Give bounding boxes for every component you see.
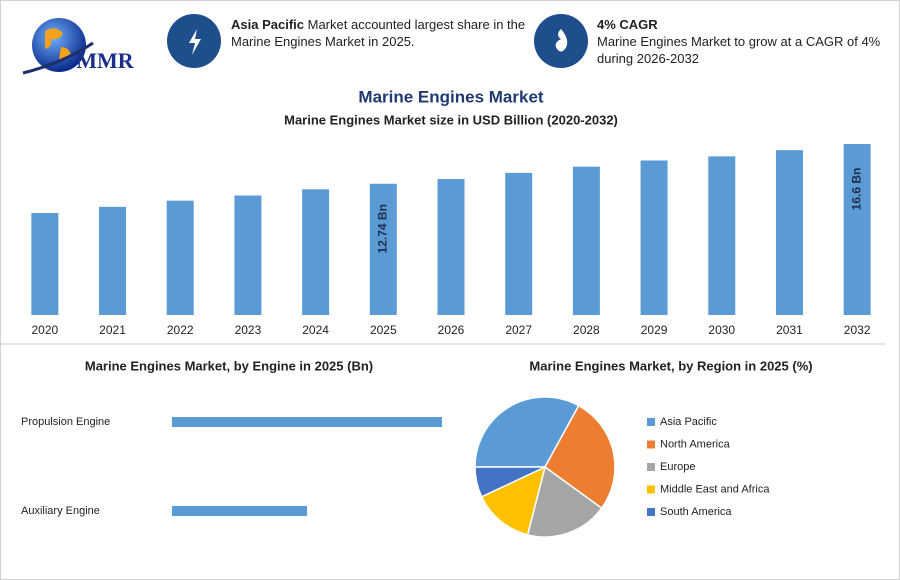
logo: MMR [22, 18, 135, 75]
bar [172, 417, 442, 427]
x-tick-label: 2030 [708, 323, 735, 337]
bar [437, 179, 465, 315]
bar [369, 183, 397, 315]
chart-title: Marine Engines Market, by Engine in 2025… [85, 358, 373, 373]
bar [843, 144, 871, 315]
info-2-title: 4% CAGR [597, 17, 658, 32]
x-tick-label: 2023 [235, 323, 262, 337]
logo-text: MMR [76, 48, 135, 73]
x-tick-label: 2029 [641, 323, 668, 337]
info-1-text: Market accounted largest share in the Ma… [231, 17, 526, 49]
logo-swoosh [22, 41, 94, 75]
legend-label: South America [660, 506, 732, 518]
pie-slice [480, 465, 547, 536]
x-tick-label: 2025 [370, 323, 397, 337]
info-1-bold: Asia Pacific [231, 17, 304, 32]
legend-label: North America [660, 438, 731, 450]
info-icon-1 [167, 14, 221, 68]
bar [505, 172, 533, 315]
category-label: Propulsion Engine [21, 416, 110, 428]
chart-title: Marine Engines Market, by Region in 2025… [529, 358, 812, 373]
x-tick-label: 2031 [776, 323, 803, 337]
bar [708, 156, 736, 315]
bar [572, 166, 600, 315]
bar [166, 200, 194, 315]
value-label: 12.74 Bn [375, 204, 389, 253]
info-2-text: Marine Engines Market to grow at a CAGR … [597, 34, 881, 66]
legend-swatch [647, 463, 655, 471]
legend-swatch [647, 440, 655, 449]
info-2: 4% CAGR Marine Engines Market to grow at … [597, 16, 887, 67]
bar [775, 150, 803, 315]
bar [31, 213, 59, 315]
x-tick-label: 2024 [302, 323, 329, 337]
pie-slice [474, 466, 546, 498]
page-title: Marine Engines Market [358, 87, 544, 106]
legend-swatch [647, 418, 655, 426]
pie-slice [526, 465, 603, 538]
x-tick-label: 2028 [573, 323, 600, 337]
chart-subtitle: Marine Engines Market size in USD Billio… [284, 112, 618, 127]
info-icon-2 [534, 14, 588, 68]
legend-label: Middle East and Africa [660, 483, 770, 495]
x-tick-label: 2021 [99, 323, 126, 337]
bar [302, 189, 330, 315]
legend-swatch [647, 508, 655, 516]
bar [99, 206, 127, 315]
x-tick-label: 2022 [167, 323, 194, 337]
legend-label: Asia Pacific [660, 416, 717, 428]
x-tick-label: 2027 [505, 323, 532, 337]
value-label: 16.6 Bn [849, 168, 863, 211]
x-tick-label: 2026 [438, 323, 465, 337]
legend-swatch [647, 485, 655, 494]
bar [172, 506, 307, 516]
x-tick-label: 2032 [844, 323, 871, 337]
logo-land [45, 28, 71, 61]
x-tick-label: 2020 [31, 323, 58, 337]
category-label: Auxiliary Engine [21, 505, 100, 517]
bar [640, 160, 668, 315]
legend-label: Europe [660, 461, 695, 473]
pie-slice [474, 396, 580, 468]
pie-slice [544, 404, 616, 510]
bar [234, 195, 262, 315]
info-1: Asia Pacific Market accounted largest sh… [231, 16, 531, 50]
